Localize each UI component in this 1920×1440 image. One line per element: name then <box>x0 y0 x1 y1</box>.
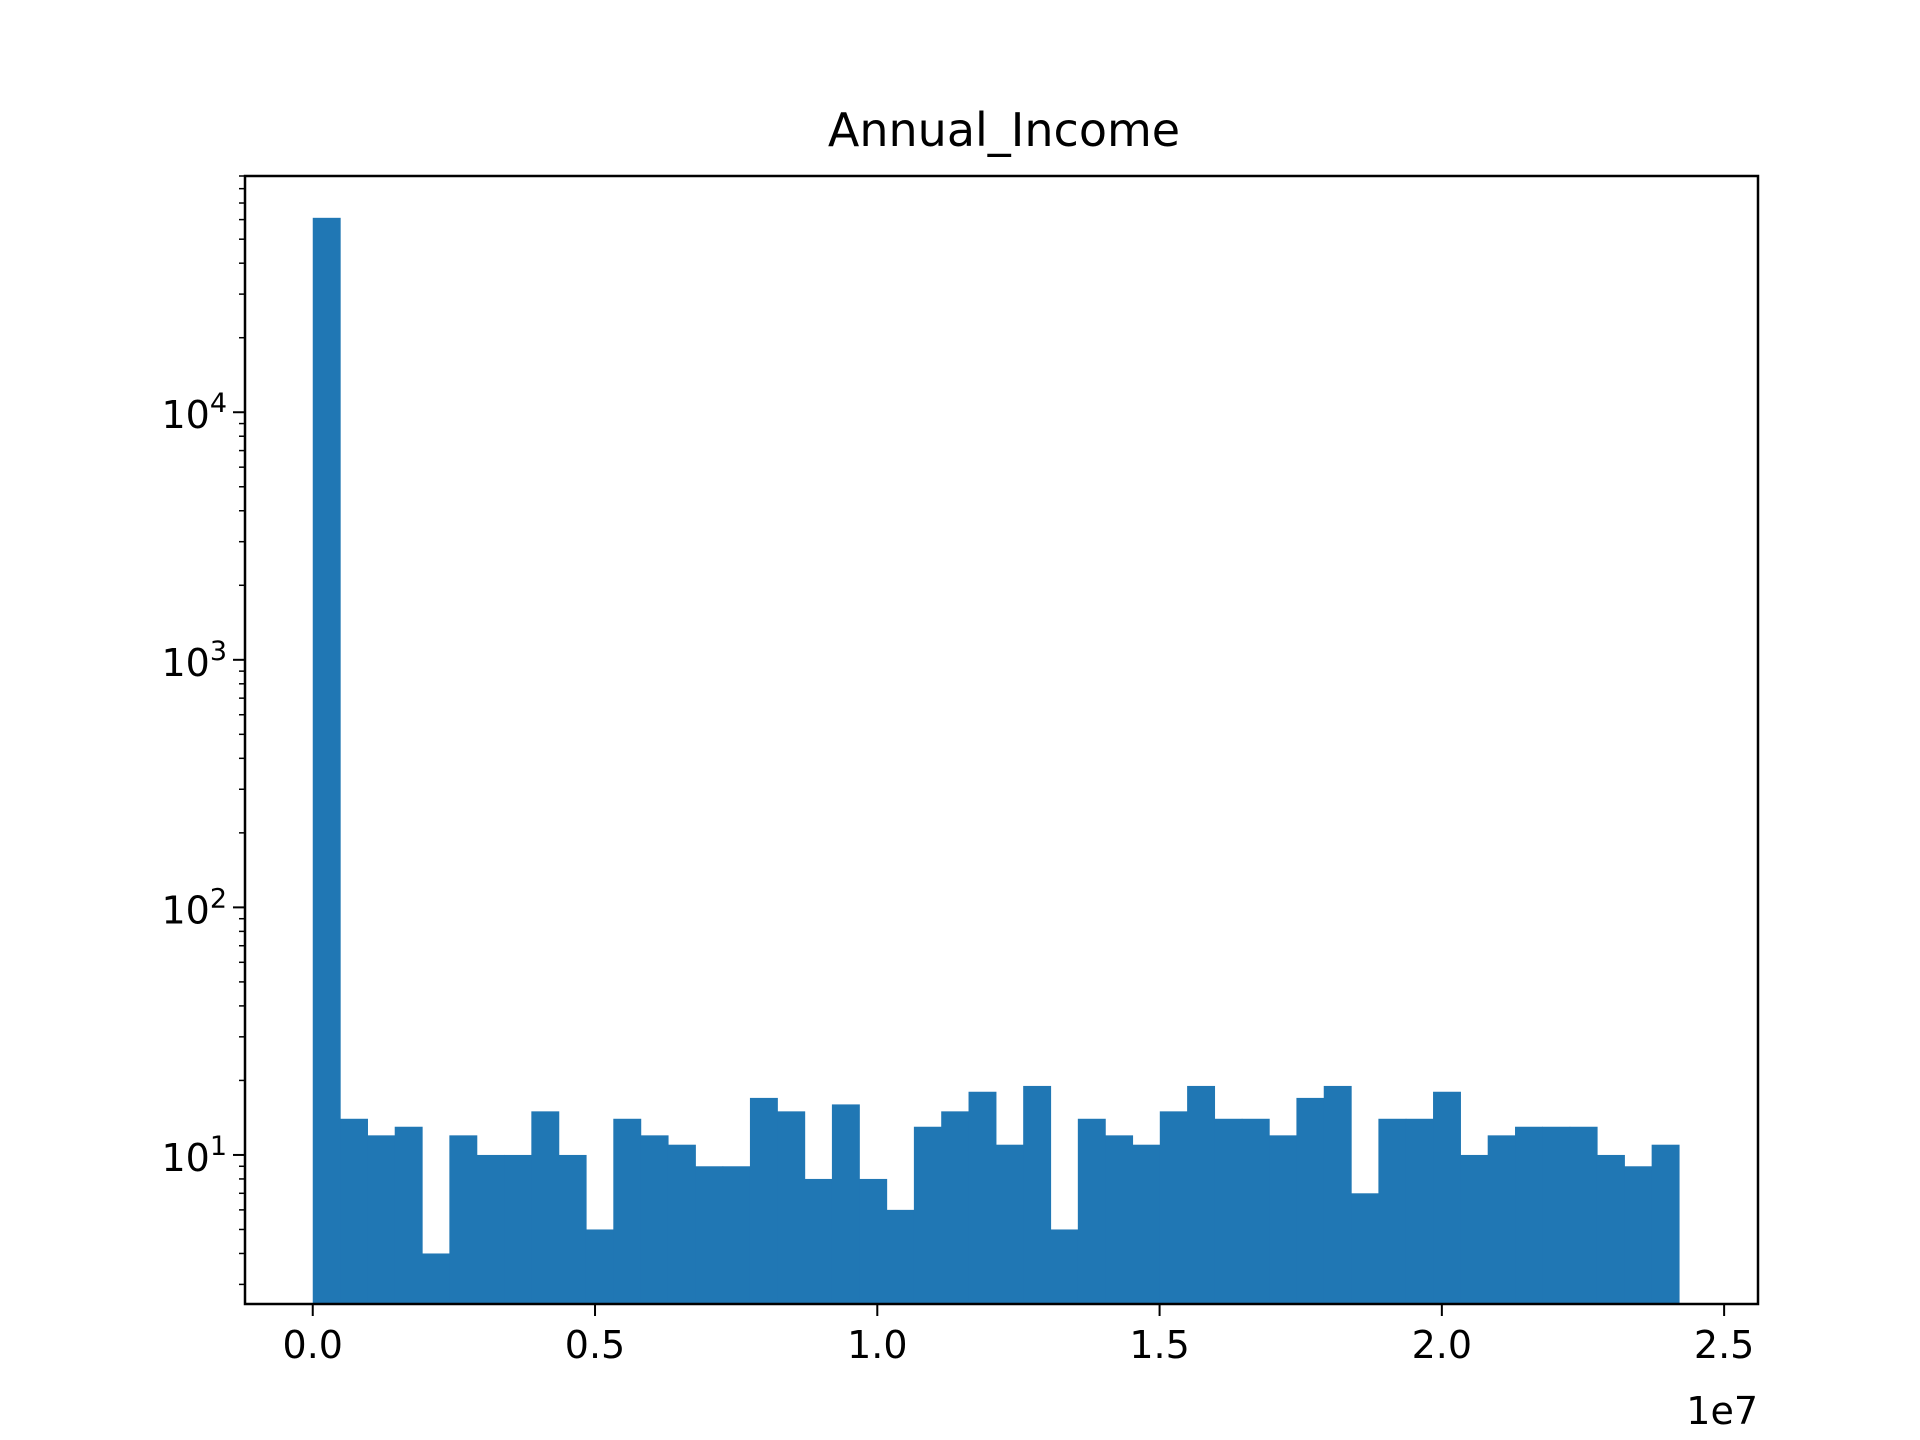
histogram-bar <box>1460 1154 1489 1304</box>
histogram-bar <box>777 1111 806 1304</box>
histogram-bar <box>831 1104 860 1304</box>
histogram-bar <box>804 1178 833 1304</box>
x-axis-offset-label: 1e7 <box>1686 1389 1758 1433</box>
y-tick-label: 101 <box>161 1131 227 1180</box>
x-tick-label: 2.5 <box>1694 1323 1754 1367</box>
x-tick-label: 1.5 <box>1129 1323 1189 1367</box>
histogram-bar <box>995 1144 1024 1304</box>
x-tick-label: 0.0 <box>283 1323 343 1367</box>
histogram-bar <box>1596 1154 1625 1304</box>
histogram-bar <box>1624 1166 1653 1304</box>
histogram-bar <box>504 1154 532 1304</box>
histogram-bar <box>1132 1144 1161 1304</box>
histogram-bar <box>1159 1111 1188 1304</box>
histogram-bar <box>312 217 341 1304</box>
histogram-bar <box>1405 1118 1434 1304</box>
histogram-bar <box>859 1178 888 1304</box>
y-tick-label: 102 <box>161 883 227 932</box>
histogram-bar <box>422 1253 450 1304</box>
y-tick-label: 103 <box>161 636 227 685</box>
histogram-bar <box>585 1229 614 1304</box>
histogram-bar <box>340 1118 368 1304</box>
chart-title: Annual_Income <box>828 103 1180 157</box>
histogram-bar <box>1433 1091 1461 1304</box>
histogram-bar <box>941 1111 970 1304</box>
histogram-bar <box>1214 1118 1243 1304</box>
histogram-bar <box>558 1154 587 1304</box>
histogram-bar <box>367 1135 396 1304</box>
histogram-bar <box>476 1154 505 1304</box>
histogram-bar <box>613 1118 642 1304</box>
histogram-bar <box>1187 1085 1216 1304</box>
histogram-bar <box>1323 1085 1352 1304</box>
histogram-bar <box>1651 1144 1680 1304</box>
histogram-bar <box>1542 1126 1571 1304</box>
x-tick-label: 1.0 <box>847 1323 907 1367</box>
histogram-bar <box>531 1111 560 1304</box>
histogram-bar <box>749 1097 778 1304</box>
y-tick-label: 104 <box>161 388 227 437</box>
histogram-bar <box>722 1166 751 1304</box>
histogram-bar <box>886 1209 915 1304</box>
y-axis: 101 102 103 104 <box>161 175 245 1286</box>
histogram-bars <box>312 217 1680 1304</box>
histogram-bar <box>1351 1193 1379 1304</box>
histogram-bar <box>913 1126 942 1304</box>
histogram-bar <box>968 1091 997 1304</box>
histogram-bar <box>695 1166 724 1304</box>
histogram-bar <box>1515 1126 1543 1304</box>
histogram-bar <box>1487 1135 1516 1304</box>
x-tick-label: 0.5 <box>565 1323 625 1367</box>
histogram-bar <box>1296 1097 1325 1304</box>
histogram-bar <box>1269 1135 1298 1304</box>
histogram-bar <box>640 1135 669 1304</box>
x-axis: 0.0 0.5 1.0 1.5 2.0 2.5 <box>283 1304 1754 1367</box>
histogram-bar <box>449 1135 478 1304</box>
histogram-bar <box>667 1144 696 1304</box>
histogram-bar <box>1050 1229 1079 1304</box>
histogram-bar <box>1378 1118 1407 1304</box>
histogram-bar <box>1105 1135 1134 1304</box>
histogram-bar <box>1569 1126 1598 1304</box>
histogram-bar <box>1241 1118 1270 1304</box>
plot-area-frame <box>243 174 1760 1306</box>
x-tick-label: 2.0 <box>1412 1323 1472 1367</box>
histogram-bar <box>1023 1085 1052 1304</box>
histogram-bar <box>394 1126 423 1304</box>
histogram-bar <box>1077 1118 1106 1304</box>
